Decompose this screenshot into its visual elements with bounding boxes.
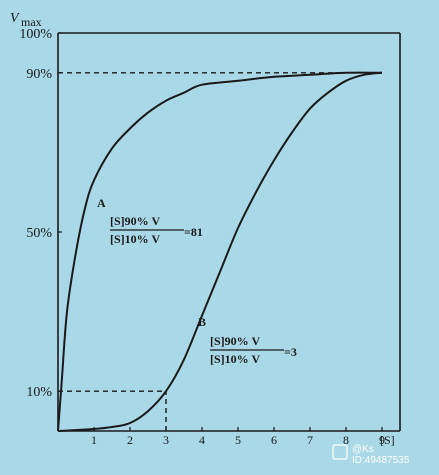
annotation-b-numerator: [S]90% V bbox=[210, 334, 260, 348]
x-tick-label-4: 4 bbox=[199, 433, 205, 447]
x-tick-label-6: 6 bbox=[271, 433, 277, 447]
watermark-id: ID:49487535 bbox=[352, 455, 410, 466]
x-tick-label-1: 1 bbox=[91, 433, 97, 447]
y-tick-label-100: 100% bbox=[19, 27, 52, 42]
x-tick-label-2: 2 bbox=[127, 433, 133, 447]
watermark: @Ks ID:49487535 bbox=[332, 444, 410, 466]
curve-a-label: A bbox=[97, 196, 106, 210]
x-tick-label-7: 7 bbox=[307, 433, 313, 447]
guide-lines bbox=[58, 72, 382, 431]
annotation-a-denominator: [S]10% V bbox=[110, 232, 160, 246]
x-tick-label-8: 8 bbox=[343, 433, 349, 447]
annotation-b-denominator: [S]10% V bbox=[210, 352, 260, 366]
annotation-a-equals: =81 bbox=[184, 225, 203, 239]
y-tick-label-10: 10% bbox=[26, 385, 52, 400]
series-line-b bbox=[57, 71, 383, 432]
y-axis-label: V bbox=[10, 11, 20, 26]
annotation-a: A [S]90% V [S]10% V =81 bbox=[97, 196, 203, 246]
annotation-b-equals: =3 bbox=[284, 345, 297, 359]
axis-ticks: 1 2 3 4 5 6 7 8 9 100% 90% 50% 10% bbox=[19, 27, 385, 447]
series-curves bbox=[57, 71, 383, 432]
y-axis-label-subscript: max bbox=[21, 15, 42, 29]
annotation-b: B [S]90% V [S]10% V =3 bbox=[198, 315, 297, 366]
x-axis-label: [S] bbox=[380, 433, 395, 447]
x-tick-label-9: 9 bbox=[379, 433, 385, 447]
y-tick-label-90: 90% bbox=[26, 67, 52, 82]
annotation-a-numerator: [S]90% V bbox=[110, 214, 160, 228]
watermark-handle: @Ks bbox=[352, 444, 374, 455]
curve-b-label: B bbox=[198, 315, 206, 329]
x-tick-label-3: 3 bbox=[163, 433, 169, 447]
series-line-a bbox=[57, 71, 383, 432]
y-tick-label-50: 50% bbox=[26, 226, 52, 241]
watermark-logo-icon bbox=[332, 444, 348, 460]
x-tick-label-5: 5 bbox=[235, 433, 241, 447]
